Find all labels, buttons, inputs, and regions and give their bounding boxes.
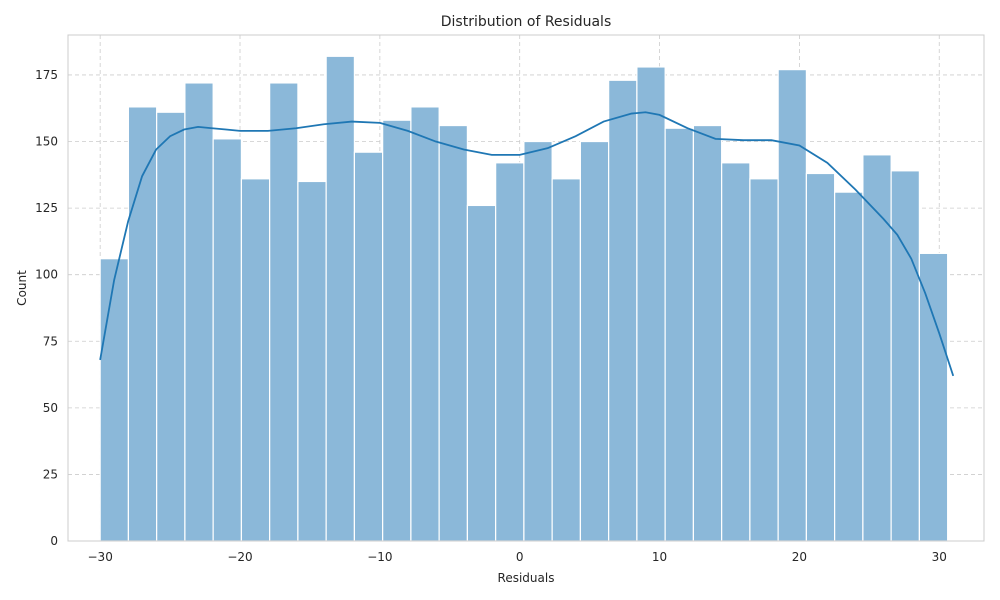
histogram-bar xyxy=(551,178,582,542)
x-tick-label: −10 xyxy=(367,550,392,564)
kde-curve xyxy=(99,111,955,377)
y-axis-label: Count xyxy=(15,270,29,306)
histogram-bar xyxy=(721,162,751,542)
histogram-bar xyxy=(749,178,779,542)
histogram-bar xyxy=(636,66,666,542)
histogram-bar xyxy=(212,138,243,542)
x-tick-label: 0 xyxy=(516,550,524,564)
histogram-bar xyxy=(890,170,920,542)
y-tick-label: 175 xyxy=(35,68,58,82)
x-tick-label: 20 xyxy=(792,550,807,564)
histogram-bar xyxy=(382,119,412,542)
chart-title: Distribution of Residuals xyxy=(441,14,612,30)
histogram-bar xyxy=(156,111,186,542)
histogram-bar xyxy=(608,79,638,542)
histogram-bar xyxy=(353,151,384,542)
y-tick-label: 50 xyxy=(43,401,58,415)
y-tick-label: 125 xyxy=(35,201,58,215)
y-tick-label: 25 xyxy=(43,467,58,481)
histogram-bar xyxy=(269,82,299,542)
plot-frame xyxy=(67,34,985,542)
y-tick-labels: 0 25 50 75 100 125 150 175 xyxy=(35,68,58,548)
histogram-bar xyxy=(777,69,807,542)
histogram-bar xyxy=(664,127,694,542)
x-tick-label: −30 xyxy=(88,550,113,564)
histogram-bar xyxy=(579,140,610,542)
x-tick-label: 10 xyxy=(652,550,667,564)
x-tick-labels: −30 −20 −10 0 10 20 30 xyxy=(88,550,947,564)
histogram-bar xyxy=(918,252,949,542)
histogram-bar xyxy=(240,178,271,542)
y-tick-label: 150 xyxy=(35,135,58,149)
x-tick-label: −20 xyxy=(227,550,252,564)
histogram-bar xyxy=(834,191,864,542)
x-tick-label: 30 xyxy=(932,550,947,564)
histogram-bar xyxy=(862,154,892,542)
histogram-bar xyxy=(523,140,553,542)
y-tick-label: 75 xyxy=(43,334,58,348)
histogram-bar xyxy=(325,55,356,542)
histogram-bar xyxy=(438,124,469,542)
x-axis-label: Residuals xyxy=(498,571,555,585)
histogram-bar xyxy=(127,106,158,542)
histogram-bar xyxy=(466,204,497,542)
histogram-bar xyxy=(184,82,214,542)
histogram-bar xyxy=(495,162,525,542)
histogram-bar xyxy=(297,180,327,542)
histogram-bar xyxy=(99,258,130,542)
histogram-bar xyxy=(805,172,836,542)
y-tick-label: 100 xyxy=(35,268,58,282)
histogram-bar xyxy=(410,106,440,542)
y-tick-label: 0 xyxy=(50,534,58,548)
histogram-bar xyxy=(692,124,723,542)
